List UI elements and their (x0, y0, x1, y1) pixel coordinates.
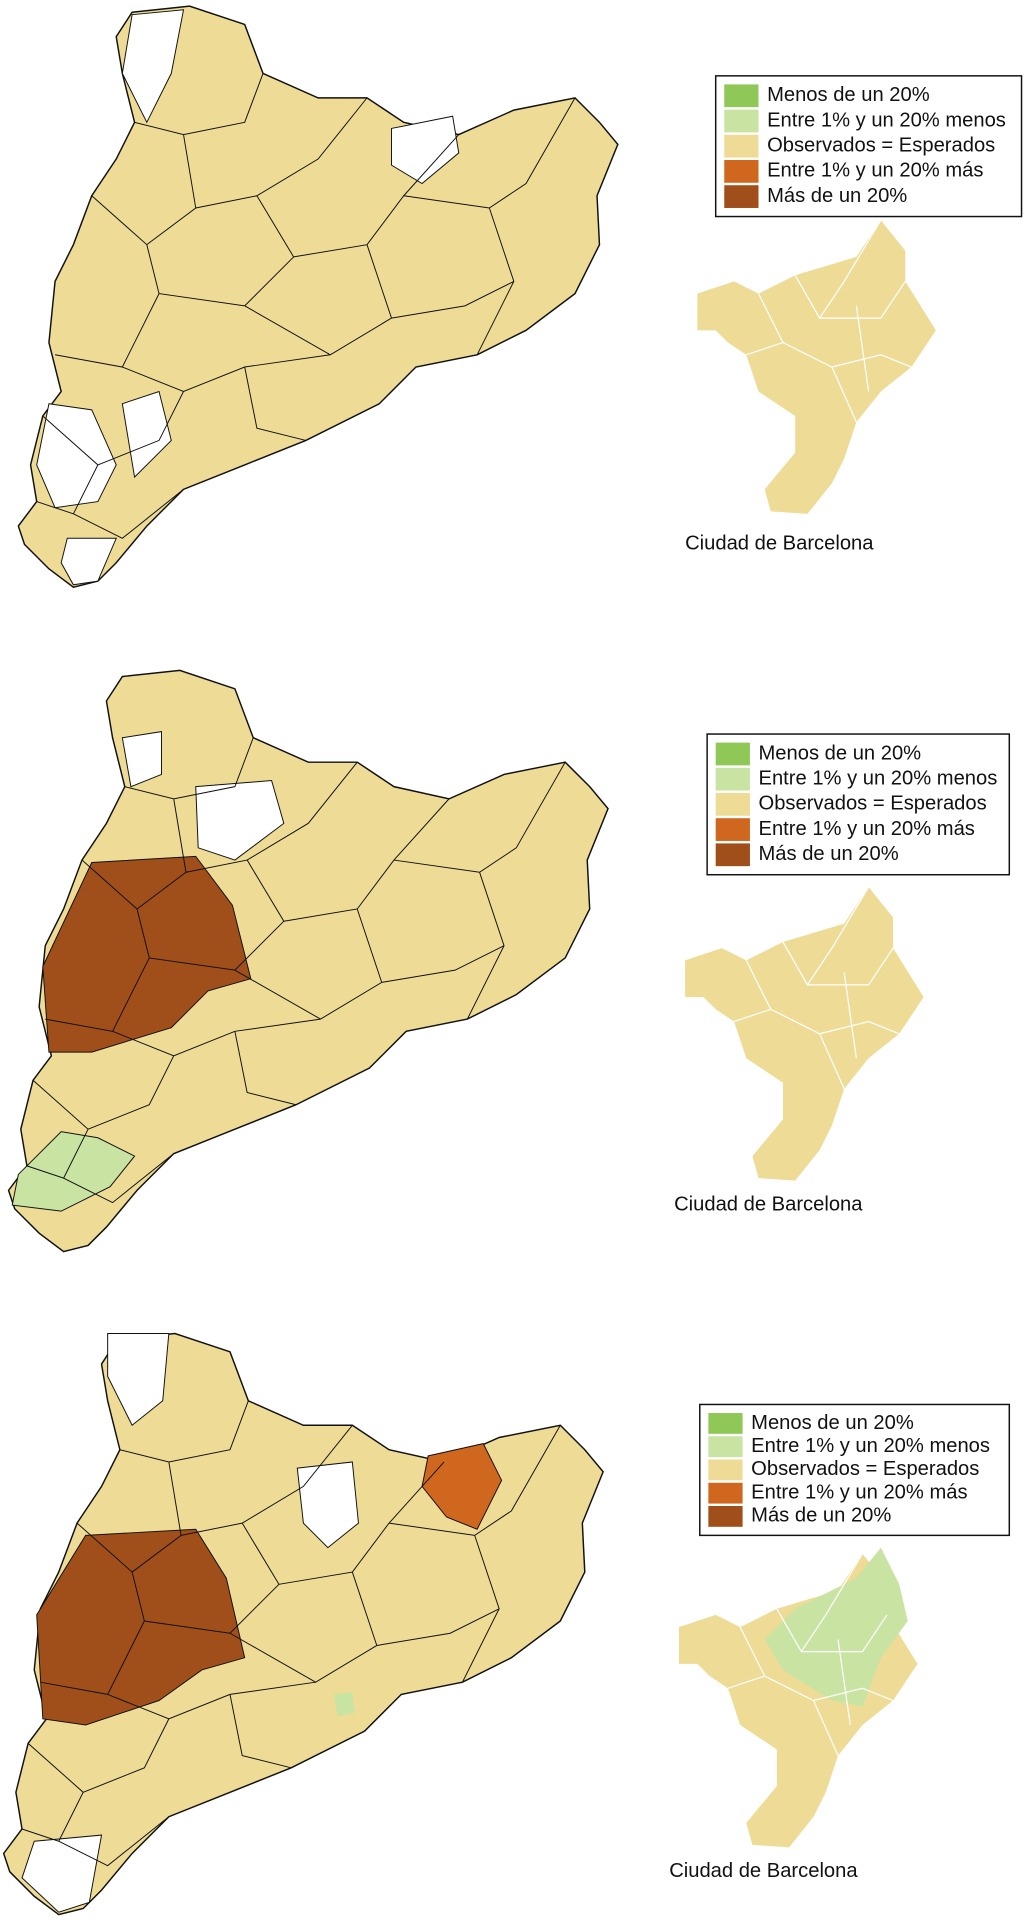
legend-label: Menos de un 20% (767, 84, 930, 106)
legend-label: Más de un 20% (759, 843, 899, 865)
city-label: Ciudad de Barcelona (685, 533, 874, 555)
legend-swatch (708, 1482, 743, 1504)
legend-swatch (715, 843, 750, 867)
legend-label: Entre 1% y un 20% más (759, 818, 975, 840)
map-catalonia (7, 669, 924, 1253)
legend-label: Más de un 20% (751, 1505, 891, 1527)
legend-label: Entre 1% y un 20% menos (759, 768, 998, 790)
legend-swatch (724, 84, 759, 108)
legend-swatch (715, 767, 750, 791)
legend-swatch (708, 1413, 743, 1434)
city-label: Ciudad de Barcelona (674, 1193, 863, 1215)
legend-label: Más de un 20% (767, 185, 907, 207)
legend-swatch (724, 185, 759, 208)
legend-label: Observados = Esperados (751, 1458, 979, 1480)
legend-swatch (715, 818, 750, 841)
legend-box (706, 733, 1011, 876)
legends: Menos de un 20%Entre 1% y un 20% menosOb… (669, 75, 1023, 1882)
legend-label: Entre 1% y un 20% menos (751, 1435, 990, 1457)
legend-swatch (708, 1436, 743, 1458)
legend-box (714, 75, 1023, 218)
legend-swatch (715, 793, 750, 816)
city-label: Ciudad de Barcelona (669, 1860, 858, 1882)
legend-swatch (724, 134, 759, 158)
legend-label: Observados = Esperados (759, 793, 987, 815)
legend-swatch (708, 1459, 743, 1481)
legend-label: Menos de un 20% (751, 1412, 914, 1434)
legend-box (699, 1403, 1011, 1537)
legend-label: Entre 1% y un 20% más (751, 1481, 967, 1503)
legend-swatch (708, 1506, 743, 1527)
legend-label: Entre 1% y un 20% menos (767, 109, 1006, 131)
legend-swatch (724, 109, 759, 133)
figure-body: Menos de un 20%Entre 1% y un 20% menosOb… (2, 5, 1023, 1916)
map-catalonia (2, 1332, 918, 1916)
legend-label: Menos de un 20% (759, 742, 922, 764)
legend-swatch (715, 742, 750, 766)
legend-label: Observados = Esperados (767, 135, 995, 157)
legend-swatch (724, 160, 759, 183)
map-catalonia (17, 5, 936, 588)
legend-label: Entre 1% y un 20% más (767, 160, 983, 182)
